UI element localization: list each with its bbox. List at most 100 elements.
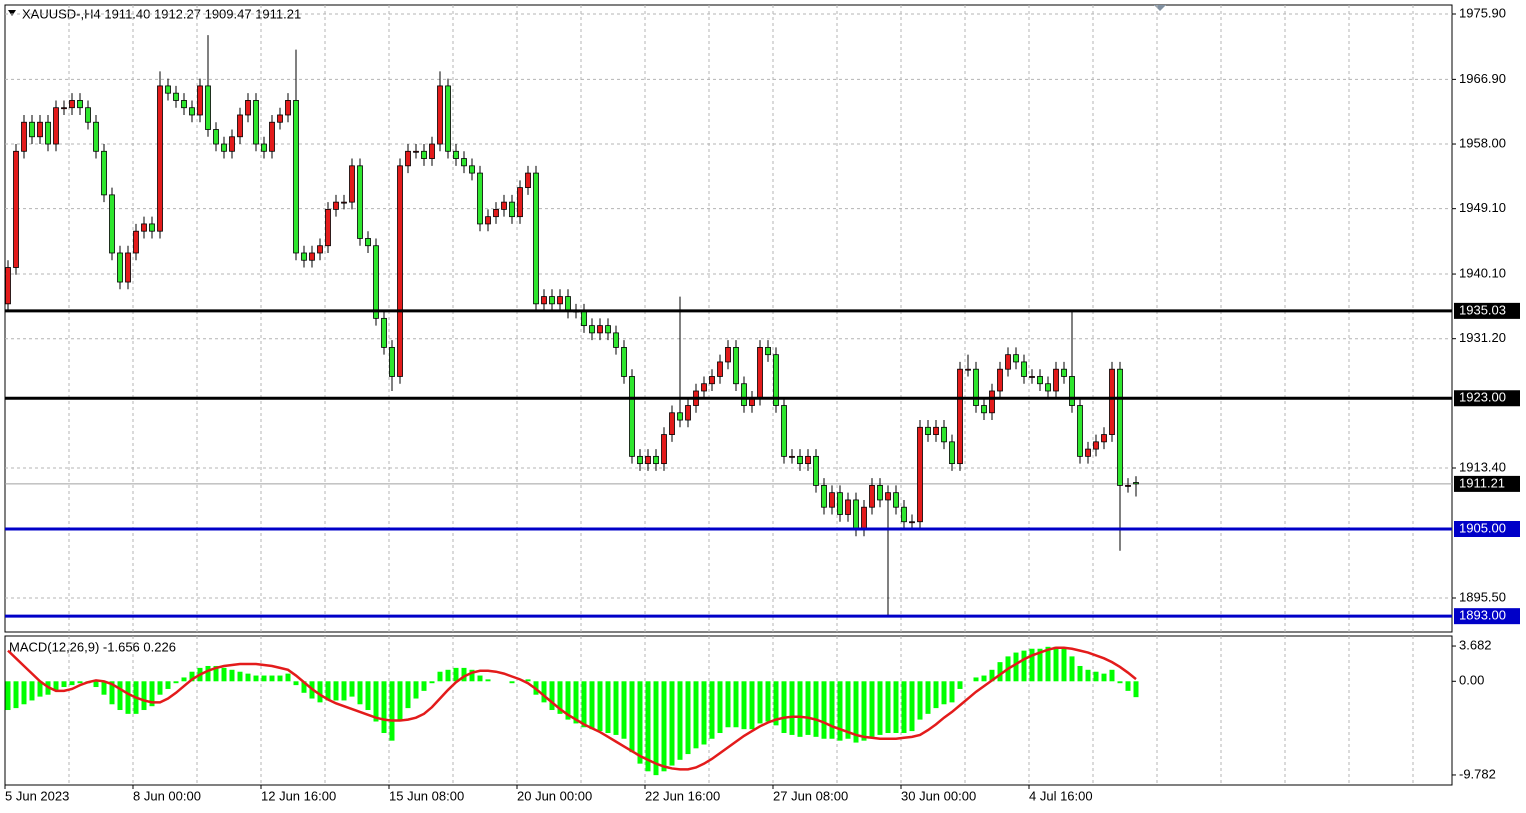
candle-body — [413, 150, 419, 153]
candle-body — [1125, 485, 1131, 487]
macd-bar — [181, 677, 187, 682]
macd-bar — [637, 681, 643, 764]
candle-body — [485, 216, 491, 225]
macd-bar — [325, 681, 331, 701]
signal-line — [7, 646, 1137, 771]
candle-body — [1045, 383, 1051, 392]
candle-body — [1133, 482, 1139, 485]
macd-bar — [53, 681, 59, 691]
candle-body — [421, 150, 427, 159]
level-label-box — [1454, 521, 1520, 538]
macd-bar — [797, 681, 803, 737]
candle-body — [741, 383, 747, 406]
y-tick-label: -9.782 — [1459, 766, 1496, 781]
macd-bar — [781, 681, 787, 734]
candle-body — [941, 426, 947, 443]
candle-body — [877, 485, 883, 501]
candle-body — [221, 143, 227, 152]
candle-body — [845, 499, 851, 515]
level-label-box — [1454, 608, 1520, 625]
macd-bar — [549, 681, 555, 711]
macd-bar — [869, 681, 875, 737]
macd-bar — [957, 681, 963, 689]
candle-body — [261, 143, 267, 152]
candle-body — [477, 172, 483, 225]
candle-body — [685, 405, 691, 421]
macd-bar — [1117, 681, 1123, 684]
macd-bar — [885, 681, 891, 734]
macd-bar — [253, 675, 259, 682]
macd-bar — [117, 681, 123, 711]
candle-body — [437, 85, 443, 145]
candle-body — [285, 100, 291, 116]
macd-bar — [1069, 656, 1075, 682]
macd-bar — [701, 681, 707, 745]
candle-body — [781, 405, 787, 457]
candle-body — [949, 441, 955, 465]
macd-bar — [1053, 646, 1059, 682]
macd-bar — [669, 681, 675, 766]
macd-bar — [1077, 665, 1083, 682]
candle-body — [317, 245, 323, 254]
candle-body — [669, 412, 675, 435]
macd-bar — [525, 679, 531, 682]
candle-body — [349, 165, 355, 203]
macd-bar — [165, 681, 171, 689]
macd-bar — [741, 681, 747, 730]
macd-bar — [277, 675, 283, 682]
candle-body — [45, 121, 51, 145]
y-tick-label: 1931.20 — [1459, 330, 1506, 345]
macd-bar — [149, 681, 155, 707]
macd-bar — [61, 681, 67, 688]
candle-body — [269, 121, 275, 152]
x-tick-label: 8 Jun 00:00 — [133, 788, 201, 803]
macd-bar — [437, 671, 443, 682]
candle-body — [821, 485, 827, 508]
candle-body — [357, 165, 363, 239]
candle-body — [1069, 376, 1075, 406]
macd-bar — [1125, 681, 1131, 691]
macd-bar — [1021, 650, 1027, 682]
candle-body — [13, 150, 19, 268]
macd-bar — [877, 681, 883, 735]
candle-body — [629, 376, 635, 457]
macd-bar — [317, 681, 323, 703]
candle-body — [149, 223, 155, 232]
current-price-box — [1454, 475, 1520, 492]
candle-body — [509, 201, 515, 218]
candle-body — [773, 354, 779, 406]
macd-bar — [69, 681, 75, 686]
candle-body — [549, 296, 555, 305]
macd-bar — [589, 681, 595, 730]
candle-body — [277, 114, 283, 123]
candle-body — [621, 347, 627, 377]
macd-bar — [581, 681, 587, 728]
candle-body — [1005, 354, 1011, 370]
macd-bar — [381, 681, 387, 734]
macd-bar — [445, 669, 451, 682]
macd-bar — [765, 681, 771, 722]
macd-bar — [221, 667, 227, 682]
candle-body — [1029, 376, 1035, 378]
macd-bar — [389, 681, 395, 741]
macd-bar — [77, 681, 83, 684]
candle-body — [533, 172, 539, 305]
candle-body — [445, 85, 451, 152]
macd-bar — [509, 681, 515, 684]
x-tick-label: 12 Jun 16:00 — [261, 788, 336, 803]
menu-arrow[interactable] — [8, 10, 16, 16]
candle-body — [917, 426, 923, 523]
macd-bar — [573, 681, 579, 724]
candle-body — [253, 100, 259, 145]
macd-bar — [429, 681, 435, 684]
macd-bar — [477, 675, 483, 682]
y-tick-label: 1895.50 — [1459, 589, 1506, 604]
candle-body — [133, 230, 139, 254]
candle-body — [965, 368, 971, 371]
macd-bar — [749, 681, 755, 730]
macd-bar — [789, 681, 795, 735]
macd-bar — [405, 681, 411, 709]
macd-bar — [365, 681, 371, 711]
macd-bar — [893, 681, 899, 734]
candle-body — [589, 325, 595, 334]
